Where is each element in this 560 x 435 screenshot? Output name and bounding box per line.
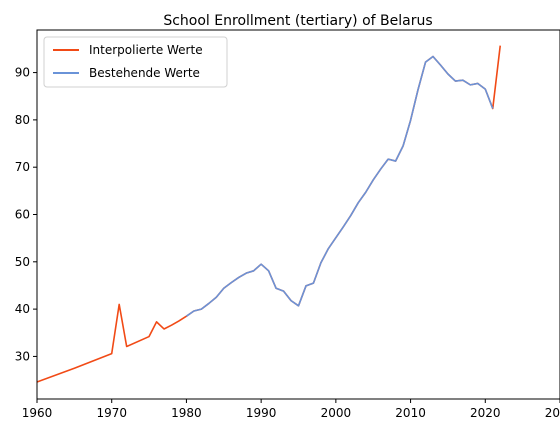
y-tick-label: 40 [15,302,30,316]
x-tick-label: 2010 [395,406,426,420]
x-tick-label: 1960 [22,406,53,420]
x-tick-label: 1970 [96,406,127,420]
legend-box [43,36,228,88]
legend-label-interpoliert: Interpolierte Werte [89,43,203,57]
y-tick-label: 60 [15,208,30,222]
legend: Interpolierte Werte Bestehende Werte [43,36,228,88]
series-line-1 [185,55,494,317]
x-tick-label: 1990 [246,406,277,420]
series-layer [36,45,502,383]
chart-title: School Enrollment (tertiary) of Belarus [163,13,432,29]
legend-label-bestehend: Bestehende Werte [89,66,200,80]
y-axis-ticks: 30 40 50 60 70 80 90 [15,66,37,363]
x-tick-label: 2020 [470,406,501,420]
y-tick-label: 90 [15,66,30,80]
y-tick-label: 70 [15,160,30,174]
y-tick-label: 80 [15,113,30,127]
x-tick-label: 2000 [321,406,352,420]
y-tick-label: 30 [15,349,30,363]
y-tick-label: 50 [15,255,30,269]
series-line-0 [36,45,502,383]
x-tick-label: 1980 [171,406,202,420]
